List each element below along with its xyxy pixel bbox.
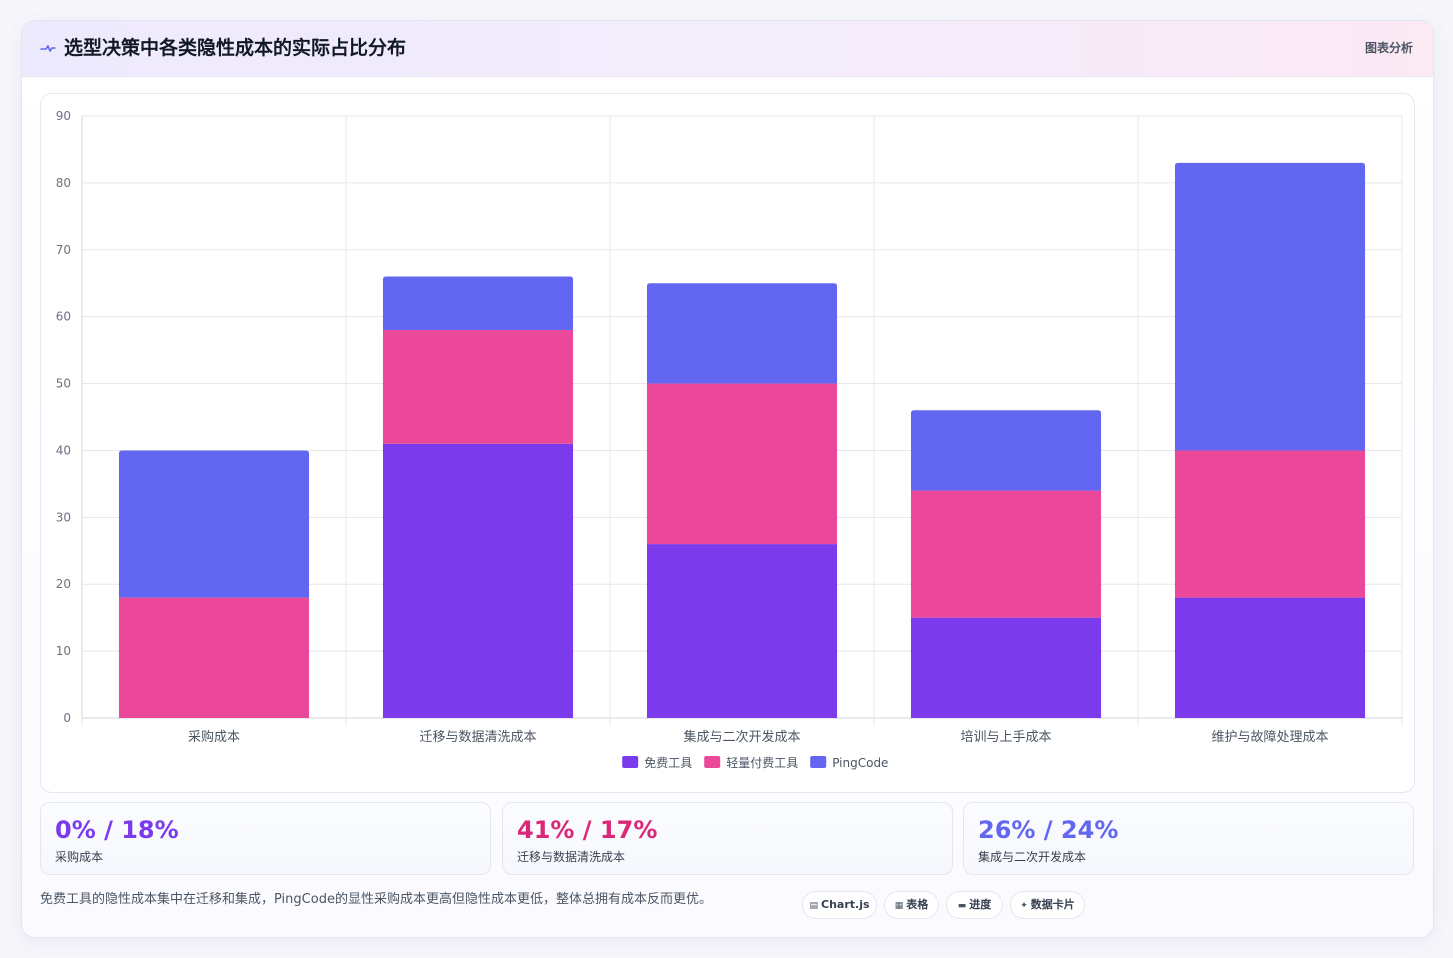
page-title: 选型决策中各类隐性成本的实际占比分布 <box>64 37 407 59</box>
chip-data-card[interactable]: ✦ 数据卡片 <box>1010 891 1085 919</box>
chip-label: 表格 <box>906 898 929 911</box>
stat-card-integration: 26% / 24% 集成与二次开发成本 <box>963 802 1414 875</box>
chart-card: 选型决策中各类隐性成本的实际占比分布 图表分析 0 10 20 30 40 50 60 70 8… <box>21 20 1434 938</box>
x-tick-label: 培训与上手成本 <box>960 729 1051 745</box>
chip-table[interactable]: ▦ 表格 <box>884 891 939 919</box>
x-tick-label: 维护与故障处理成本 <box>1211 730 1328 745</box>
chip-label: 进度 <box>969 898 992 911</box>
y-tick-label: 40 <box>56 443 71 457</box>
legend-swatch <box>704 756 721 768</box>
stat-label: 集成与二次开发成本 <box>978 850 1087 864</box>
y-tick-label: 60 <box>56 310 71 324</box>
stacked-bar-chart: 0 10 20 30 40 50 60 70 80 90 采购成本 迁移与数据清洗成本 集成与二次开发成… <box>56 109 1403 770</box>
y-tick-label: 80 <box>56 176 71 190</box>
stat-value: 26% / 24% <box>978 816 1119 844</box>
bar-segment <box>910 410 1102 491</box>
y-tick-label: 70 <box>56 243 71 257</box>
chart-icon: ▤ <box>809 901 818 911</box>
x-tick-label: 集成与二次开发成本 <box>683 729 800 745</box>
bar-segment <box>382 330 574 444</box>
chart-analysis-label[interactable]: 图表分析 <box>1364 41 1413 55</box>
bar-segment <box>910 617 1102 718</box>
stat-value: 0% / 18% <box>55 816 179 844</box>
pulse-icon <box>40 38 56 58</box>
bar-segment <box>1174 162 1366 451</box>
chip-label: Chart.js <box>821 898 870 911</box>
table-icon: ▦ <box>894 901 904 911</box>
y-tick-label: 10 <box>56 644 71 658</box>
card-header: 选型决策中各类隐性成本的实际占比分布 图表分析 <box>22 21 1433 77</box>
chip-progress[interactable]: ▬ 进度 <box>946 891 1003 919</box>
legend-label: 轻量付费工具 <box>726 756 798 770</box>
bar-segment <box>646 383 838 545</box>
summary-note: 免费工具的隐性成本集中在迁移和集成，PingCode的显性采购成本更高但隐性成本… <box>40 892 712 907</box>
stat-label: 采购成本 <box>55 850 104 864</box>
stat-label: 迁移与数据清洗成本 <box>517 850 626 864</box>
bar-segment <box>1174 597 1366 718</box>
bar-segment <box>382 276 574 331</box>
bar-segment <box>646 544 838 718</box>
stat-value: 41% / 17% <box>517 816 658 844</box>
legend-label: PingCode <box>832 756 888 770</box>
y-tick-label: 50 <box>56 377 71 391</box>
y-tick-label: 30 <box>56 510 71 524</box>
chip-chartjs[interactable]: ▤ Chart.js <box>802 891 877 919</box>
legend-swatch <box>810 756 827 768</box>
x-tick-label: 迁移与数据清洗成本 <box>419 730 536 745</box>
chip-label: 数据卡片 <box>1030 898 1075 911</box>
bar-segment <box>646 283 838 384</box>
legend-label: 免费工具 <box>644 755 692 770</box>
y-tick-label: 0 <box>63 711 71 725</box>
legend-swatch <box>622 756 639 768</box>
y-tick-label: 20 <box>56 577 71 591</box>
x-tick-label: 采购成本 <box>188 729 240 745</box>
bar-segment <box>382 443 574 718</box>
bar-segment <box>118 450 310 598</box>
bar-segment <box>1174 450 1366 598</box>
bar-segment <box>910 490 1102 618</box>
y-tick-label: 90 <box>56 109 71 123</box>
progress-icon: ▬ <box>957 901 967 911</box>
chart-container: 0 10 20 30 40 50 60 70 80 90 采购成本 迁移与数据清洗成本 集成与二次开发成… <box>40 93 1415 793</box>
stat-card-purchase: 0% / 18% 采购成本 <box>40 802 491 875</box>
stat-card-migration: 41% / 17% 迁移与数据清洗成本 <box>502 802 953 875</box>
bar-segment <box>118 597 310 718</box>
sparkle-icon: ✦ <box>1020 901 1028 911</box>
